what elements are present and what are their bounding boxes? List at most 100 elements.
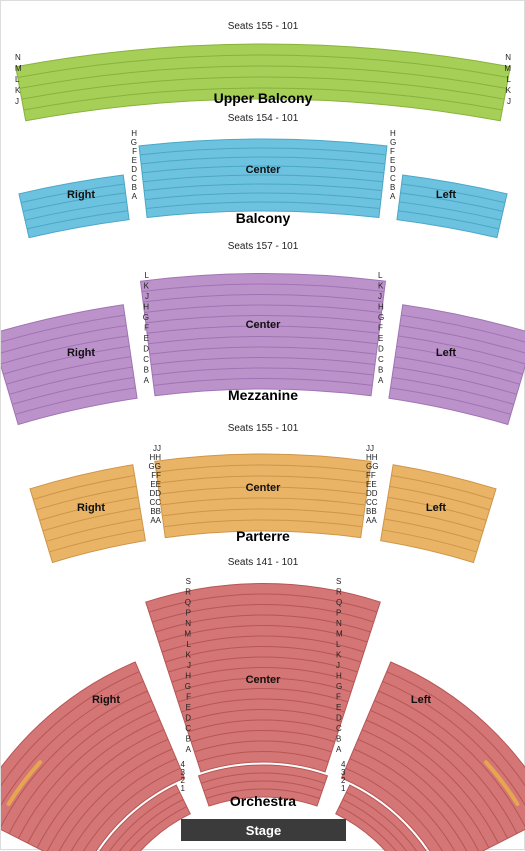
row-letter: E xyxy=(390,156,395,165)
balcony-left[interactable] xyxy=(397,175,507,238)
parterre-center[interactable] xyxy=(155,454,371,538)
row-letter: F xyxy=(132,147,137,156)
row-letter: E xyxy=(336,703,341,712)
row-letter: DD xyxy=(366,489,378,498)
row-letter: F xyxy=(144,324,149,333)
row-letter: F xyxy=(390,147,395,156)
row-letter: AA xyxy=(150,516,161,525)
row-letter: J xyxy=(507,97,511,106)
tier-name: Mezzanine xyxy=(228,387,298,403)
row-letter: N xyxy=(505,53,511,62)
row-letter: B xyxy=(336,735,341,744)
balcony-right[interactable] xyxy=(19,175,129,238)
row-letter: N xyxy=(15,53,21,62)
row-letter: F xyxy=(378,324,383,333)
seating-svg: Seats 155 - 101Upper BalconyNNMMLLKKJJRi… xyxy=(1,1,525,851)
seating-chart: Seats 155 - 101Upper BalconyNNMMLLKKJJRi… xyxy=(0,0,525,850)
row-letter: J xyxy=(336,661,340,670)
mezzanine-right[interactable] xyxy=(1,305,137,425)
row-letter: K xyxy=(378,282,384,291)
row-letter: CC xyxy=(366,498,378,507)
row-letter: S xyxy=(186,577,191,586)
row-letter: H xyxy=(143,303,149,312)
row-letter: F xyxy=(336,693,341,702)
row-letter: M xyxy=(15,64,22,73)
section-label: Center xyxy=(246,674,282,686)
row-letter: FF xyxy=(366,471,376,480)
row-letter: GG xyxy=(149,462,161,471)
row-letter: H xyxy=(390,129,396,138)
upper-balcony-section[interactable] xyxy=(16,44,511,121)
row-letter: 1 xyxy=(181,784,186,793)
row-letter: G xyxy=(131,138,137,147)
row-letter: H xyxy=(185,672,191,681)
row-letter: A xyxy=(336,745,342,754)
section-label: Center xyxy=(246,482,282,494)
row-letter: P xyxy=(336,609,341,618)
row-letter: D xyxy=(185,714,191,723)
row-letter: HH xyxy=(366,453,378,462)
row-letter: K xyxy=(186,651,192,660)
section-label: Left xyxy=(426,502,447,514)
row-letter: K xyxy=(15,86,21,95)
mezzanine-center[interactable] xyxy=(140,273,385,395)
row-letter: FF xyxy=(151,471,161,480)
row-letter: L xyxy=(507,75,512,84)
row-letter: A xyxy=(144,376,150,385)
row-letter: S xyxy=(336,577,341,586)
row-letter: A xyxy=(378,376,384,385)
row-letter: A xyxy=(132,192,138,201)
row-letter: C xyxy=(143,355,149,364)
seat-range: Seats 155 - 101 xyxy=(228,21,299,32)
row-letter: C xyxy=(131,174,137,183)
row-letter: H xyxy=(336,672,342,681)
mezzanine-left[interactable] xyxy=(389,305,525,425)
seat-range: Seats 154 - 101 xyxy=(228,113,299,124)
row-letter: HH xyxy=(149,453,161,462)
row-letter: L xyxy=(336,640,341,649)
row-letter: E xyxy=(144,334,149,343)
tier-name: Parterre xyxy=(236,528,290,544)
row-letter: C xyxy=(390,174,396,183)
row-letter: AA xyxy=(366,516,377,525)
row-letter: Q xyxy=(336,598,342,607)
row-letter: A xyxy=(390,192,396,201)
row-letter: D xyxy=(131,165,137,174)
row-letter: N xyxy=(336,619,342,628)
row-letter: D xyxy=(390,165,396,174)
row-letter: H xyxy=(378,303,384,312)
row-letter: D xyxy=(143,345,149,354)
row-letter: Q xyxy=(185,598,191,607)
row-letter: R xyxy=(185,588,191,597)
row-letter: J xyxy=(145,292,149,301)
row-letter: J xyxy=(378,292,382,301)
section-label: Right xyxy=(92,694,120,706)
row-letter: G xyxy=(143,313,149,322)
row-letter: L xyxy=(145,271,150,280)
section-label: Center xyxy=(246,164,282,176)
row-letter: E xyxy=(186,703,191,712)
row-letter: K xyxy=(144,282,150,291)
row-letter: 1 xyxy=(341,784,346,793)
stage-label: Stage xyxy=(246,823,281,838)
row-letter: B xyxy=(144,366,149,375)
row-letter: B xyxy=(378,366,383,375)
row-letter: M xyxy=(184,630,191,639)
section-label: Left xyxy=(436,347,457,359)
row-letter: JJ xyxy=(153,444,161,453)
row-letter: GG xyxy=(366,462,378,471)
row-letter: H xyxy=(131,129,137,138)
row-letter: J xyxy=(187,661,191,670)
tier-name: Balcony xyxy=(236,210,291,226)
row-letter: E xyxy=(378,334,383,343)
row-letter: B xyxy=(186,735,191,744)
row-letter: L xyxy=(15,75,20,84)
row-letter: EE xyxy=(366,480,377,489)
row-letter: G xyxy=(336,682,342,691)
section-label: Right xyxy=(77,502,105,514)
row-letter: J xyxy=(15,97,19,106)
row-letter: L xyxy=(187,640,192,649)
seat-range: Seats 157 - 101 xyxy=(228,241,299,252)
row-letter: BB xyxy=(366,507,377,516)
tier-name: Upper Balcony xyxy=(214,90,313,106)
